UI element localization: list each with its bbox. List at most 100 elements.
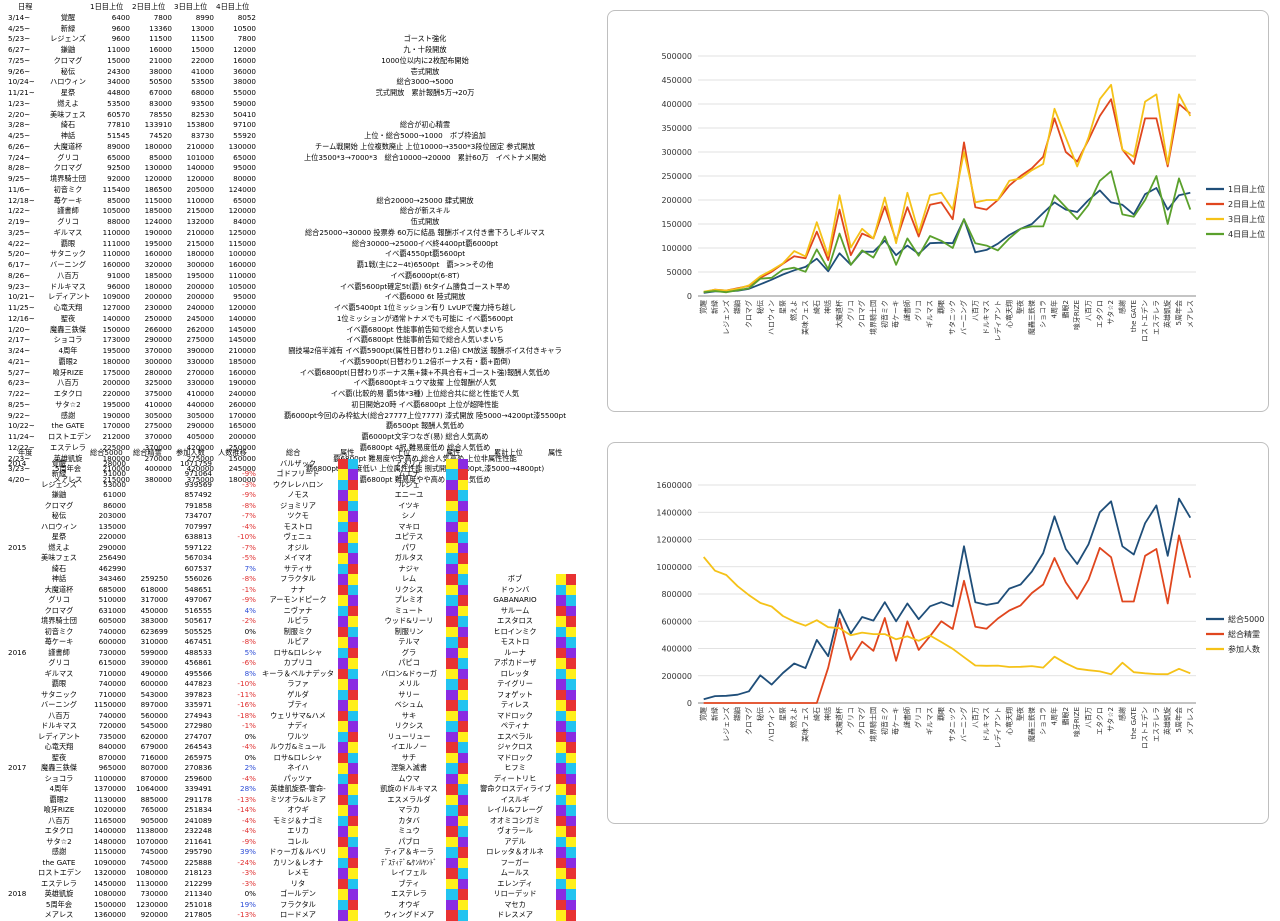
table2-cell: ユピテス [394,532,424,541]
table1-cell: 2/23~ [8,453,31,463]
table2-header-cell: 人数推移 [218,448,247,457]
table2-cell: エリカ [287,826,309,835]
attribute-swatch [348,815,358,826]
attribute-swatch [338,773,348,784]
table1-row: 9/22~ 感謝 190000 305000 305000 170000 覇6000pt今回… [8,411,598,422]
table2-header-cell: 属性 [446,448,461,457]
attribute-swatch [446,626,458,637]
table1-cell: 11/25~ [8,303,35,312]
table1-cell: 11/6~ [8,184,31,194]
table1-cell: 330000 [186,378,214,388]
attribute-swatch [348,563,358,574]
table2-cell: 神話 [51,574,67,583]
attribute-swatch [446,479,458,490]
table1-cell: 160000 [228,260,256,269]
table2-cell: リクシス [394,721,424,730]
attribute-swatch [446,647,458,658]
table2-cell: 51000 [103,469,126,478]
table1-cell: グリコ [57,152,79,162]
table1-row: 4/21~ 覇眼2 180000 300000 330000 185000 イベ覇5900p… [8,357,598,368]
table1-cell: 初音ミク [53,184,83,194]
table1-cell: 190000 [102,410,130,420]
table2-cell: ルーナ [504,647,526,657]
table2-header-cell: 総合 [286,448,301,457]
table1-cell: 12/22~ [8,442,35,452]
attribute-swatch [348,616,358,627]
attribute-swatch [458,815,468,826]
table1-cell: 101000 [186,152,214,162]
table2-cell: 272980 [184,721,212,730]
attribute-swatch [556,847,566,858]
chart-panel-daily-ranking: 0 50000 100000 150000 200000 250000 300000 3500… [607,10,1269,412]
table2-cell: 1100000 [93,773,126,783]
table2-cell: オオミコシガミ [489,815,541,825]
table2-cell: 1138000 [135,826,168,835]
table2-row: ドルキマス 720000 545000 272980 -1% ナディ リクシス ペティナ [8,721,598,732]
table2-cell: 1150000 [93,847,126,856]
attribute-swatch [348,605,358,616]
table1-note: イベ覇5400pt 1位ミッション有り LvUPで魔力持ち越し [333,303,517,312]
table2-cell: ウクレレハロン [272,479,324,489]
table1-row: 7/25~ クロマグ 15000 21000 22000 16000 1000位以内に2枚配… [8,56,598,67]
x-tick-label: エタクロ [1095,707,1104,735]
table2-row: グリコ 615000 390000 456861 -6% カプリコ パピコ アポカドーザ [8,658,598,669]
table1-cell: 110000 [102,227,130,237]
table1-cell: 225000 [102,442,130,452]
table2-cell: 2% [244,763,256,772]
table1-cell: 9/26~ [8,66,31,76]
attribute-swatch [348,521,358,532]
table2-cell: 28% [240,784,256,793]
table1-cell: 50500 [149,77,172,87]
attribute-swatch [556,857,566,868]
attribute-swatch [338,731,348,742]
attribute-swatch [338,490,348,501]
table2-cell: 19% [240,899,256,909]
attribute-swatch [556,742,566,753]
table1-note: 壱式開放 [410,66,440,76]
table1-cell: 160000 [102,260,130,269]
attribute-swatch [566,626,576,637]
table1-cell: 375000 [144,389,172,398]
table2-cell: モミジ＆ナゴミ [272,815,324,825]
table1-note: イベ覇6800pt 性能事前告知で総合人気いまいち [346,324,504,334]
table1-cell: 覚醒 [60,12,76,22]
table1-cell: 180000 [102,453,130,463]
table2-cell: 1150000 [93,700,126,709]
x-tick-label: 苺ケーキ [891,707,900,735]
table2-cell: -3% [242,878,256,888]
table1-cell: 聖夜 [60,313,76,323]
attribute-swatch [446,731,458,742]
attribute-swatch [348,773,358,784]
table1-cell: 97100 [233,120,256,130]
table1-cell: 170000 [102,421,130,431]
table2-cell: -3% [242,479,256,489]
table2-cell: シノ [401,511,417,520]
table2-row: 喰牙RIZE 1020000 765000 251834 -14% オウギ マラカ レイル&フ… [8,805,598,816]
attribute-swatch [348,752,358,763]
attribute-swatch [446,836,458,847]
table2-cell: -4% [242,742,256,751]
table2-cell: ムエナ [398,469,420,478]
y-tick-label: 500000 [661,52,692,61]
table2-cell: 497067 [184,595,212,604]
attribute-swatch [348,490,358,501]
table1-cell: 4/21~ [8,356,31,366]
table2-cell: ウッド&リーリ [384,616,434,625]
y-tick-label: 1200000 [656,536,692,545]
table1-cell: バーニング [50,260,86,269]
table2-cell: 5% [244,647,256,657]
y-tick-label: 1600000 [656,481,692,490]
table1-row: 1/20~ 魔轟三鉄傑 150000 266000 262000 145000 イベ覇680… [8,325,598,336]
table2-header-cell: 総合5000 [90,448,123,457]
table2-cell: マドロック [497,752,533,762]
attribute-swatch [446,773,458,784]
table2-cell: オジル [287,542,309,552]
attribute-swatch [566,637,576,648]
table2-row: 秘伝 203000 734707 -7% ツクモ シノ [8,511,598,522]
attribute-swatch [458,857,468,868]
table1-row: 2/20~ 美味フェス 60570 78550 82530 50410 [8,110,598,121]
attribute-swatch [338,542,348,553]
attribute-swatch [338,742,348,753]
table2-cell: 聖夜 [51,752,67,762]
table2-cell: 心竜天翔 [44,742,74,751]
